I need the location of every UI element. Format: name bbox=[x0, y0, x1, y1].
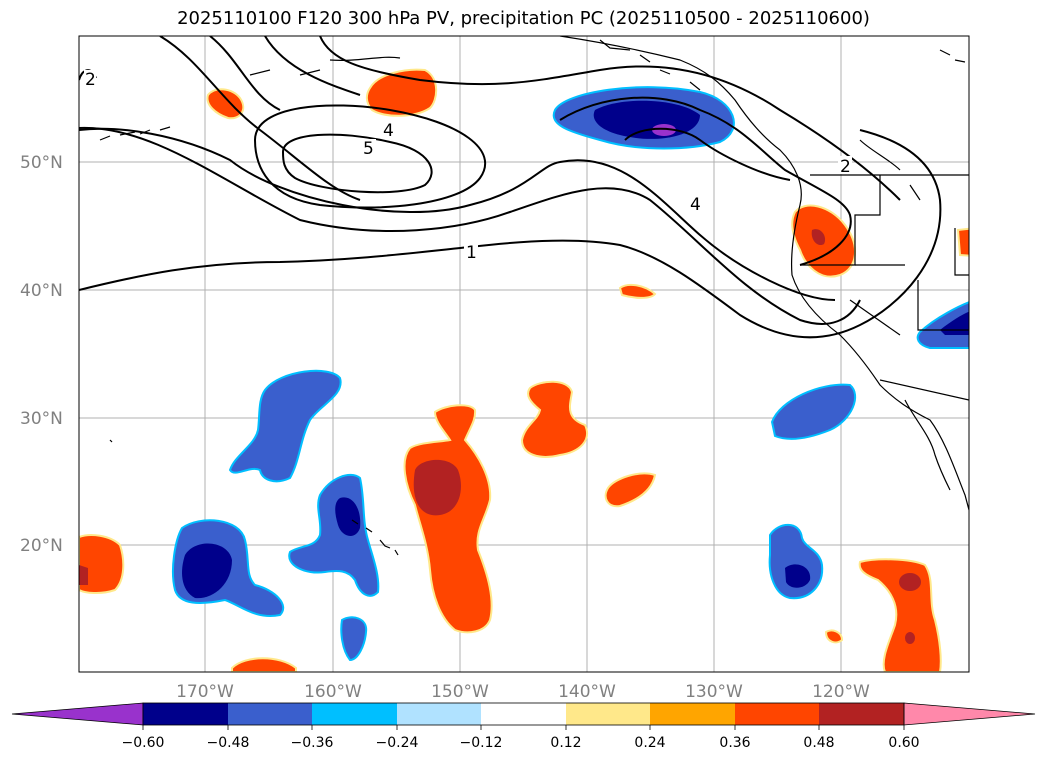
lat-label: 20°N bbox=[20, 536, 63, 556]
colorbar-segment bbox=[143, 703, 228, 725]
colorbar-tick-label: −0.24 bbox=[376, 735, 419, 751]
lat-label: 50°N bbox=[20, 153, 63, 173]
latitude-labels: 50°N 40°N 30°N 20°N bbox=[20, 153, 63, 556]
contour-label: 2 bbox=[840, 157, 851, 177]
colorbar-segment bbox=[397, 703, 481, 725]
contour-label: 2 bbox=[85, 70, 96, 90]
colorbar-segment bbox=[819, 703, 904, 725]
colorbar-segment bbox=[650, 703, 735, 725]
pv-contours bbox=[79, 36, 942, 339]
map-frame bbox=[78, 35, 970, 673]
positive-pc-areas bbox=[79, 68, 969, 672]
negative-pc-areas bbox=[172, 86, 969, 662]
colorbar: −0.60 −0.48 −0.36 −0.24 −0.12 0.12 0.24 … bbox=[11, 702, 1036, 751]
contour-label: 1 bbox=[466, 243, 477, 263]
contour-labels: 2 4 5 4 1 2 bbox=[84, 70, 852, 263]
map-title: 2025110100 F120 300 hPa PV, precipitatio… bbox=[177, 8, 870, 29]
colorbar-min-extend bbox=[11, 702, 144, 726]
colorbar-tick-label: −0.12 bbox=[460, 735, 503, 751]
lat-label: 30°N bbox=[20, 409, 63, 429]
lon-label: 160°W bbox=[304, 682, 362, 702]
colorbar-segment bbox=[566, 703, 650, 725]
coastlines bbox=[99, 36, 969, 556]
colorbar-tick-label: 0.12 bbox=[550, 735, 581, 751]
colorbar-segment bbox=[312, 703, 397, 725]
colorbar-max-extend bbox=[903, 702, 1036, 726]
colorbar-segment bbox=[481, 703, 566, 725]
colorbar-tick-label: 0.36 bbox=[719, 735, 750, 751]
colorbar-tick-label: 0.48 bbox=[803, 735, 834, 751]
lon-label: 170°W bbox=[176, 682, 234, 702]
colorbar-tick-label: 0.24 bbox=[634, 735, 665, 751]
contour-label: 4 bbox=[690, 195, 701, 215]
longitude-labels: 170°W 160°W 150°W 140°W 130°W 120°W bbox=[176, 682, 870, 702]
colorbar-tick-label: −0.48 bbox=[207, 735, 250, 751]
colorbar-tick-label: −0.36 bbox=[291, 735, 334, 751]
lon-label: 150°W bbox=[431, 682, 489, 702]
lat-label: 40°N bbox=[20, 281, 63, 301]
colorbar-tick-label: −0.60 bbox=[122, 735, 165, 751]
colorbar-tick-label: 0.60 bbox=[888, 735, 919, 751]
lon-label: 140°W bbox=[558, 682, 616, 702]
contour-label: 4 bbox=[383, 121, 394, 141]
colorbar-segment bbox=[735, 703, 819, 725]
lon-label: 130°W bbox=[685, 682, 743, 702]
lon-label: 120°W bbox=[812, 682, 870, 702]
colorbar-segment bbox=[228, 703, 312, 725]
contour-label: 5 bbox=[363, 139, 374, 159]
